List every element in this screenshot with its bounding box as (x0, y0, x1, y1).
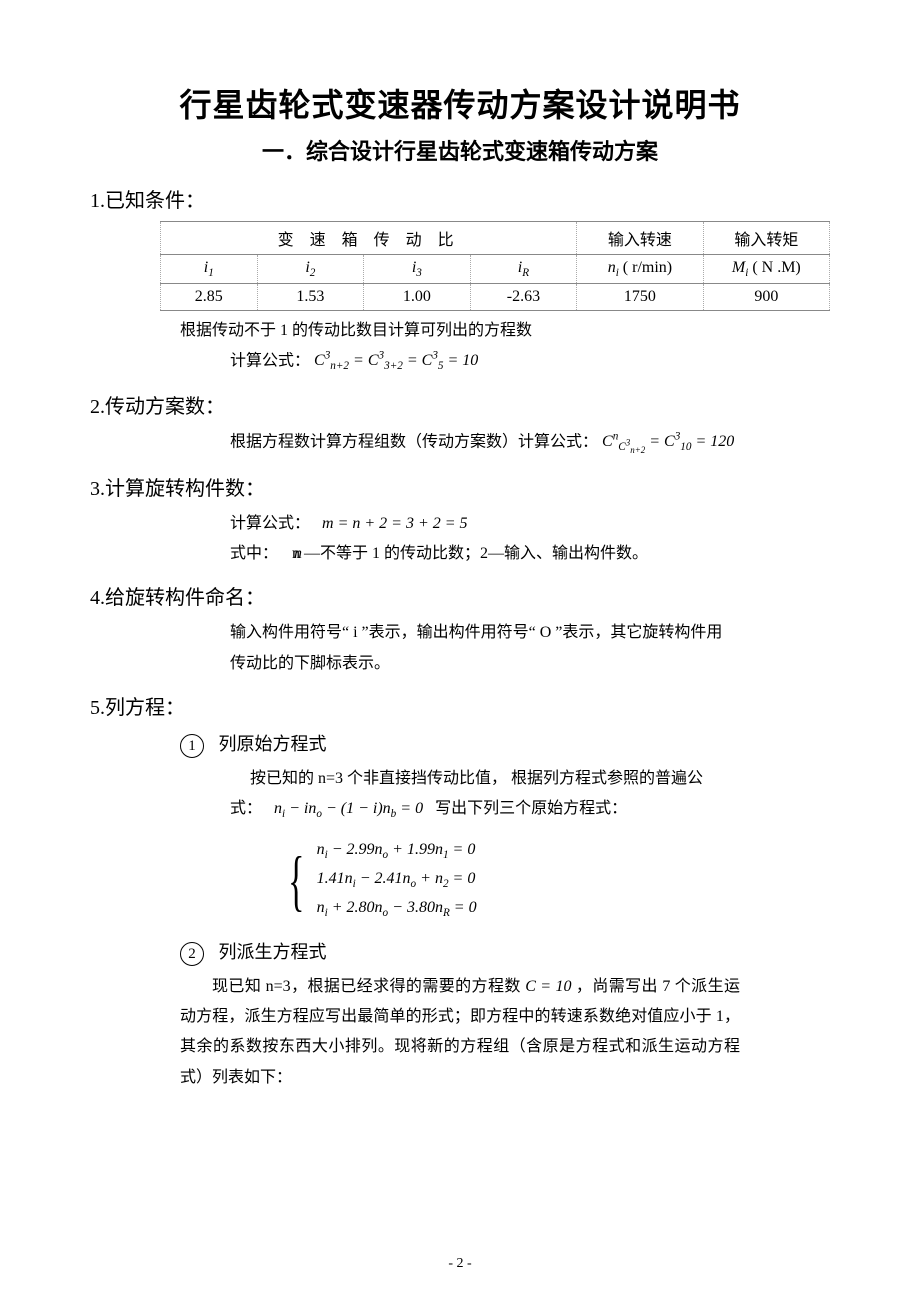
enum-1: 1 列原始方程式 (180, 730, 830, 758)
table-sym-M: Mi ( N .M) (703, 255, 829, 284)
eq-line-1: ni − 2.99no + 1.99n1 = 0 (317, 836, 477, 865)
eq-line-2: 1.41ni − 2.41no + n2 = 0 (317, 865, 477, 894)
section-5-heading: 5.列方程： (90, 691, 830, 720)
parameters-table: 变 速 箱 传 动 比 输入转速 输入转矩 i1 i2 i3 iR ni ( r… (160, 221, 830, 311)
formula3-row: 计算公式： m = n + 2 = 3 + 2 = 5 (230, 509, 830, 539)
table-sym-i2: i2 (257, 255, 364, 284)
s2-text: 根据方程数计算方程组数（传动方案数）计算公式： CnC3n+2 = C310 =… (230, 427, 830, 460)
section-4-heading: 4.给旋转构件命名： (90, 581, 830, 610)
table-header-torque: 输入转矩 (703, 222, 829, 255)
s3-note: 式中： nn —不等于 1 的传动比数；2—输入、输出构件数。 (230, 539, 830, 569)
table-val-n: 1750 (577, 284, 703, 311)
table-val-iR: -2.63 (470, 284, 577, 311)
table-val-i1: 2.85 (161, 284, 258, 311)
formula1-row: 计算公式： C3n+2 = C33+2 = C35 = 10 (230, 346, 830, 378)
table-val-M: 900 (703, 284, 829, 311)
page-title: 行星齿轮式变速器传动方案设计说明书 (90, 80, 830, 126)
enum1-text1: 按已知的 n=3 个非直接挡传动比值， 根据列方程式参照的普遍公 (250, 764, 830, 794)
circled-2-icon: 2 (180, 942, 204, 966)
page-number: - 2 - (0, 1256, 920, 1272)
page-subtitle: 一．综合设计行星齿轮式变速箱传动方案 (90, 134, 830, 166)
table-header-ratio: 变 速 箱 传 动 比 (161, 222, 577, 255)
enum1-text2: 式： ni − ino − (1 − i)nb = 0 写出下列三个原始方程式： (230, 794, 830, 825)
s4-line1: 输入构件用符号“ i ”表示，输出构件用符号“ O ”表示，其它旋转构件用 (230, 618, 830, 648)
after-table-note: 根据传动不于 1 的传动比数目计算可列出的方程数 (180, 317, 830, 346)
section-3-heading: 3.计算旋转构件数： (90, 472, 830, 501)
left-brace-icon: { (288, 846, 304, 914)
table-header-speed: 输入转速 (577, 222, 703, 255)
enum-2: 2 列派生方程式 (180, 938, 830, 966)
section-1-heading: 1.已知条件： (90, 184, 830, 213)
circled-1-icon: 1 (180, 734, 204, 758)
table-sym-iR: iR (470, 255, 577, 284)
table-sym-n: ni ( r/min) (577, 255, 703, 284)
table-val-i2: 1.53 (257, 284, 364, 311)
table-sym-i1: i1 (161, 255, 258, 284)
table-val-i3: 1.00 (364, 284, 471, 311)
enum2-paragraph: 现已知 n=3，根据已经求得的需要的方程数 C = 10 ，尚需写出 7 个派生… (180, 972, 740, 1094)
section-2-heading: 2.传动方案数： (90, 390, 830, 419)
equation-system: { ni − 2.99no + 1.99n1 = 0 1.41ni − 2.41… (280, 836, 830, 924)
s4-line2: 传动比的下脚标表示。 (230, 649, 830, 679)
table-sym-i3: i3 (364, 255, 471, 284)
eq-line-3: ni + 2.80no − 3.80nR = 0 (317, 894, 477, 923)
